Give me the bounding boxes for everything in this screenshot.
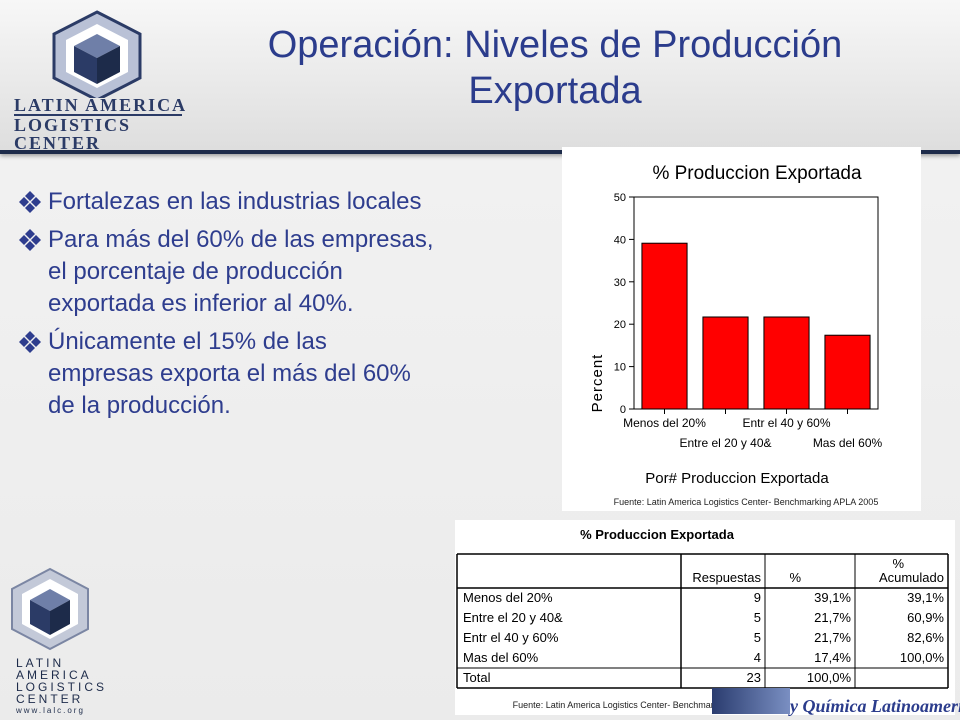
bullet-item: Únicamente el 15% de las empresas export… [18,326,438,422]
table-cell: Mas del 60% [463,650,539,665]
x-tick-label: Entr el 40 y 60% [742,416,830,430]
diamond-bullet-icon [19,331,41,353]
table-title: % Produccion Exportada [580,527,735,542]
table-cell: 21,7% [814,630,851,645]
slide-title-line2: Exportada [468,70,642,112]
table-cell: 82,6% [907,630,944,645]
table-cell: 60,9% [907,610,944,625]
x-axis-label: Por# Produccion Exportada [645,470,829,487]
bullet-item: Para más del 60% de las empresas, el por… [18,224,438,320]
lalc-logo: LATIN AMERICA LOGISTICS CENTER [14,8,194,152]
y-tick-label: 10 [614,362,626,374]
table-cell: Respuestas [692,570,761,585]
table-cell: % [892,556,904,571]
table-cell: 5 [754,630,761,645]
logo-bottom-url: www.lalc.org [16,706,85,715]
bar [824,334,871,410]
frequency-table-panel: % Produccion Exportada Respuestas%% Acumu… [455,520,955,715]
footer-brand-bar [712,688,790,714]
x-tick-label: Mas del 60% [813,436,883,450]
table-cell: 17,4% [814,650,851,665]
bullet-text: Para más del 60% de las empresas, el por… [48,226,434,317]
x-tick-label: Menos del 20% [623,416,706,430]
logo-bottom-line1: LATIN [16,656,65,670]
bar [702,316,749,410]
table-grid [456,553,949,689]
table-cell: Entre el 20 y 40& [463,610,563,625]
x-tick-label: Entre el 20 y 40& [679,436,771,450]
logo-bottom-line4: CENTER [16,692,84,706]
y-tick-label: 40 [614,234,626,246]
table-cell: 39,1% [907,590,944,605]
bar-chart-panel: % Produccion Exportada 0 10 20 30 40 50 Menos… [562,147,921,511]
bullet-text: Únicamente el 15% de las empresas export… [48,328,411,419]
bullet-item: Fortalezas en las industrias locales [18,186,438,218]
header-bar: LATIN AMERICA LOGISTICS CENTER Operación… [0,0,960,154]
bullet-list: Fortalezas en las industrias locales Par… [18,186,438,428]
bullet-text: Fortalezas en las industrias locales [48,188,422,215]
lalc-logo-bottom: LATIN AMERICA LOGISTICS CENTER www.lalc.… [6,567,104,715]
footer-brand-text: y Química Latinoamericana [790,696,960,716]
logo-text-line2: LOGISTICS CENTER [14,115,132,153]
table-cell: 9 [754,590,761,605]
x-axis-labels: Menos del 20% Entre el 20 y 40&Entr el 40… [623,409,883,450]
cube-logo-icon [11,567,89,651]
table-cell: Total [463,670,491,685]
chart-source: Fuente: Latin America Logistics Center- … [614,497,879,507]
table-source: Fuente: Latin America Logistics Center- … [513,700,778,710]
slide-title: Operación: Niveles de Producción Exporta… [205,22,905,114]
table-cell: Menos del 20% [463,590,553,605]
table-cell: % [789,570,801,585]
table-cell: Acumulado [879,570,944,585]
bar [763,316,810,410]
diamond-bullet-icon [19,191,41,213]
logo-text-line1: LATIN AMERICA [14,95,188,115]
table-cell: 39,1% [814,590,851,605]
logo-bottom-line3: LOGISTICS [16,680,108,694]
bar [641,242,688,410]
y-tick-label: 30 [614,277,626,289]
y-tick-label: 0 [620,404,626,416]
bars [641,242,871,410]
slide-title-line1: Operación: Niveles de Producción [267,24,843,66]
table-cell: 23 [747,670,761,685]
y-axis-label: Percent [589,354,606,413]
table-cell: 5 [754,610,761,625]
y-tick-label: 50 [614,192,626,204]
frequency-table: % Produccion Exportada Respuestas %%Acumu… [456,527,949,710]
footer-brand: y Química Latinoamericana [712,688,960,716]
table-cell: Entr el 40 y 60% [463,630,559,645]
diamond-bullet-icon [19,229,41,251]
table-cell: 4 [754,650,761,665]
y-axis-ticks: 0 10 20 30 40 50 [614,192,634,416]
bar-chart: % Produccion Exportada 0 10 20 30 40 50 Menos… [589,163,883,507]
table-cell: 100,0% [807,670,852,685]
logo-rule [14,114,182,116]
table-cell: 100,0% [900,650,945,665]
chart-title: % Produccion Exportada [652,163,862,184]
cube-logo-icon [52,10,142,98]
y-tick-label: 20 [614,319,626,331]
logo-bottom-line2: AMERICA [16,668,92,682]
table-cell: 21,7% [814,610,851,625]
